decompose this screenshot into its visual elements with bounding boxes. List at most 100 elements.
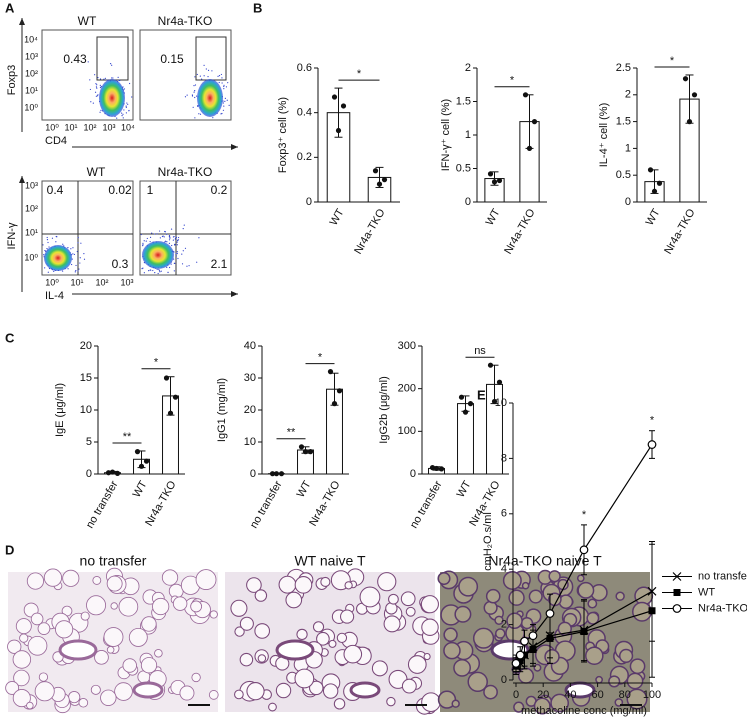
data-point bbox=[105, 470, 112, 476]
alveolus bbox=[246, 577, 262, 593]
event-dot bbox=[127, 103, 129, 105]
event-dot bbox=[159, 237, 161, 239]
data-point bbox=[331, 401, 338, 407]
alveolus bbox=[27, 635, 48, 656]
y-tick-label: 2 bbox=[465, 62, 471, 74]
alveolus bbox=[513, 701, 525, 713]
data-point bbox=[109, 469, 116, 475]
event-dot bbox=[46, 247, 48, 250]
alveolus bbox=[595, 675, 603, 684]
event-dot bbox=[103, 78, 105, 80]
y-tick-label: 15 bbox=[80, 372, 92, 384]
event-dot bbox=[125, 112, 127, 114]
alveolus bbox=[55, 620, 74, 639]
alveolus bbox=[106, 646, 115, 654]
y-tick-label: 10 bbox=[80, 404, 92, 416]
event-dot bbox=[168, 239, 171, 241]
alveolus bbox=[333, 698, 346, 710]
event-dot bbox=[95, 86, 98, 88]
event-dot bbox=[76, 250, 78, 253]
significance-label: * bbox=[582, 509, 587, 521]
event-dot bbox=[194, 90, 196, 92]
event-dot bbox=[75, 264, 77, 267]
alveolus bbox=[12, 689, 31, 708]
event-dot bbox=[192, 106, 194, 108]
event-dot bbox=[152, 269, 154, 272]
event-dot bbox=[199, 75, 201, 77]
y-tick-label: 4 bbox=[501, 563, 507, 575]
alveolus bbox=[577, 581, 595, 599]
x-tick-label: WT bbox=[455, 479, 474, 500]
alveolus bbox=[550, 693, 570, 713]
flow-tick: 10¹ bbox=[70, 277, 83, 287]
event-dot bbox=[128, 109, 130, 112]
plot-frame bbox=[41, 180, 134, 276]
flow-tick: 10³ bbox=[25, 51, 38, 61]
alveolus bbox=[294, 668, 315, 689]
event-dot bbox=[203, 64, 205, 66]
y-tick-label: 0 bbox=[501, 674, 507, 686]
event-dot bbox=[169, 237, 171, 239]
alveolus bbox=[239, 616, 254, 631]
y-tick-label: 1 bbox=[625, 142, 631, 154]
data-point bbox=[327, 369, 334, 375]
axis-title: IFN-γ bbox=[6, 222, 18, 249]
event-dot bbox=[125, 105, 127, 107]
y-tick-label: 2.5 bbox=[616, 62, 631, 74]
alveolus bbox=[239, 652, 254, 667]
data-point bbox=[491, 398, 498, 405]
alveolus bbox=[275, 682, 292, 699]
alveolus bbox=[626, 688, 648, 710]
quadrant-value: 0.4 bbox=[47, 183, 64, 197]
alveolus bbox=[385, 602, 398, 615]
airway bbox=[58, 639, 98, 661]
event-dot bbox=[182, 227, 184, 230]
marker bbox=[647, 586, 657, 596]
y-axis-title: IFN-γ⁺ cell (%) bbox=[440, 99, 452, 171]
alveolus bbox=[141, 616, 157, 632]
data-point bbox=[433, 465, 440, 472]
plot-frame bbox=[139, 180, 232, 276]
x-tick-label: Nr4a-TKO bbox=[352, 207, 388, 257]
event-dot bbox=[170, 228, 173, 230]
x-tick-label: 40 bbox=[564, 689, 576, 701]
panel-label: A bbox=[5, 0, 15, 15]
event-dot bbox=[99, 84, 101, 86]
alveolus bbox=[533, 663, 542, 672]
event-dot bbox=[90, 101, 92, 103]
x-tick-label: WT bbox=[328, 207, 347, 228]
event-dot bbox=[142, 242, 144, 244]
data-point bbox=[526, 145, 533, 151]
alveolus bbox=[90, 684, 101, 695]
alveolus bbox=[294, 576, 313, 594]
data-point bbox=[372, 168, 379, 174]
alveolus bbox=[254, 623, 271, 639]
density-blob bbox=[99, 79, 125, 117]
event-dot bbox=[140, 233, 142, 236]
y-axis-title: Foxp3⁺ cell (%) bbox=[277, 97, 289, 173]
legend-marker bbox=[672, 604, 682, 613]
event-dot bbox=[220, 73, 223, 76]
y-tick-label: 6 bbox=[501, 508, 507, 520]
event-dot bbox=[223, 84, 225, 86]
event-dot bbox=[217, 75, 219, 77]
event-dot bbox=[176, 241, 178, 243]
data-point bbox=[522, 92, 529, 98]
alveolus bbox=[268, 702, 277, 712]
event-dot bbox=[176, 251, 178, 253]
event-dot bbox=[73, 253, 76, 256]
alveolus bbox=[92, 576, 102, 585]
flow-tick: 10¹ bbox=[25, 227, 38, 237]
event-dot bbox=[175, 252, 177, 255]
event-dot bbox=[218, 74, 221, 77]
plot-frame bbox=[41, 29, 134, 121]
event-dot bbox=[149, 236, 152, 238]
alveolus bbox=[179, 685, 195, 701]
plot-title: Nr4a-TKO bbox=[158, 14, 213, 28]
flow-tick: 10³ bbox=[25, 180, 38, 190]
legend-marker bbox=[672, 572, 682, 581]
alveolus bbox=[585, 646, 604, 666]
airway bbox=[349, 681, 381, 699]
alveolus bbox=[12, 650, 32, 669]
marker bbox=[511, 658, 521, 668]
